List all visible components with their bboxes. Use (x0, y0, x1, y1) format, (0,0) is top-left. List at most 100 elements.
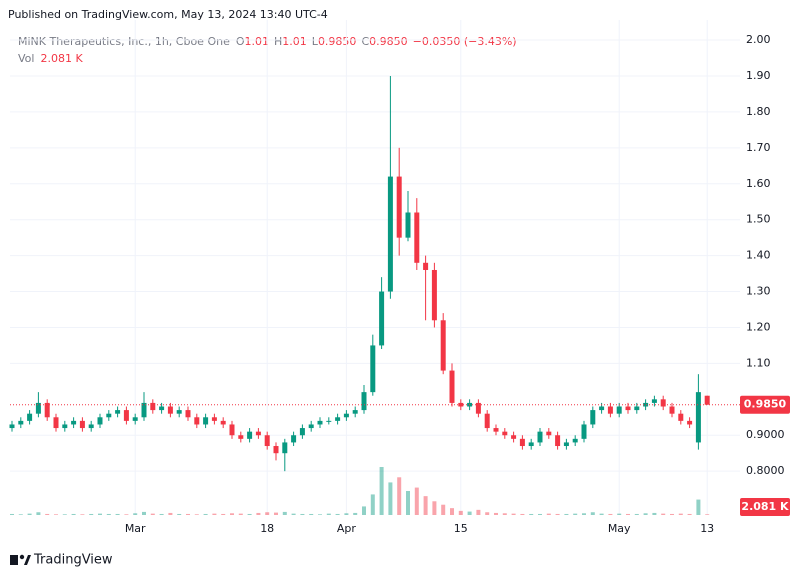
candle-body (299, 428, 305, 436)
candle-body (502, 431, 508, 436)
volume-bar (643, 513, 648, 515)
volume-bar (309, 513, 314, 515)
candle-body (264, 435, 270, 447)
volume-bar (71, 513, 76, 515)
candle-body (317, 420, 323, 425)
candle (185, 406, 191, 421)
candle-body (255, 431, 261, 436)
volume-bar (300, 513, 305, 515)
candle (106, 410, 112, 421)
volume-bar (555, 513, 560, 515)
candle-body (581, 424, 587, 439)
volume-bar (458, 510, 463, 515)
volume-bar (546, 513, 551, 515)
candle (519, 435, 525, 450)
candle (475, 399, 481, 418)
volume-bar (168, 512, 173, 515)
volume-bar (282, 511, 287, 515)
candle (273, 442, 279, 461)
volume-bar (133, 513, 138, 515)
volume-bar (529, 513, 534, 515)
volume-bar (423, 496, 428, 515)
candle-body (528, 442, 534, 447)
candle (493, 424, 499, 436)
logo-part (24, 555, 31, 565)
volume-bar (62, 514, 67, 515)
candle (264, 431, 270, 450)
candle-body (35, 402, 41, 414)
candle-body (572, 438, 578, 443)
volume-bar (450, 508, 454, 515)
volume-label: Vol (18, 52, 34, 65)
candle-body (678, 413, 684, 421)
y-tick-label: 1.40 (746, 249, 771, 262)
open-value: 1.01 (245, 35, 270, 48)
x-tick-label: 18 (260, 522, 274, 535)
x-tick-label: May (608, 522, 631, 535)
candle (405, 190, 411, 242)
candle (546, 428, 552, 439)
candle-body (106, 413, 112, 418)
candle-body (563, 442, 569, 447)
candle (484, 410, 490, 432)
candle-body (484, 413, 490, 429)
logo-part (19, 554, 25, 560)
y-tick-label: 1.90 (746, 69, 771, 82)
candle (71, 417, 77, 429)
candle-body (220, 420, 226, 425)
y-tick-label: 1.20 (746, 320, 771, 333)
candle (379, 277, 385, 350)
candle (44, 399, 50, 421)
candle-body (537, 431, 543, 443)
candle (308, 420, 314, 432)
volume-bar (115, 513, 120, 515)
candle-body (291, 435, 297, 443)
candle-body (335, 417, 341, 421)
low-value: 0.9850 (318, 35, 357, 48)
volume-bar (335, 513, 340, 515)
candle-body (27, 413, 33, 421)
candle (387, 75, 393, 299)
candle (220, 417, 226, 429)
volume-bar (362, 506, 366, 515)
candle-body (273, 446, 279, 454)
volume-bar (27, 513, 32, 515)
candle-body (53, 417, 59, 429)
candle (299, 424, 305, 439)
volume-bar (318, 514, 322, 515)
candle (572, 435, 578, 447)
y-tick-label: 0.8000 (746, 464, 785, 477)
candle-body (660, 399, 666, 407)
volume-bar (256, 512, 261, 515)
candle-body (44, 402, 50, 418)
volume-bar (573, 513, 578, 515)
y-tick-label: 1.60 (746, 177, 771, 190)
candle (203, 413, 209, 429)
brand-name: TradingView (33, 553, 113, 568)
volume-bar (80, 514, 85, 515)
candle (27, 410, 33, 425)
candle (695, 374, 701, 450)
change-value: −0.0350 (−3.43%) (413, 35, 517, 48)
volume-bar (230, 513, 234, 515)
candle-body (669, 406, 675, 414)
candle (537, 428, 543, 447)
candle (282, 438, 288, 472)
volume-bar (10, 513, 14, 515)
candle-body (651, 399, 657, 403)
low-label: L (312, 35, 319, 48)
candle-body (370, 345, 376, 393)
candle (141, 392, 147, 421)
x-tick-label: Mar (125, 522, 146, 535)
volume-bar (617, 513, 622, 515)
candle (211, 413, 217, 425)
candle-body (18, 420, 24, 425)
candle (590, 406, 596, 429)
y-tick-label: 1.10 (746, 356, 771, 369)
volume-bar (414, 487, 419, 515)
candle (361, 384, 367, 414)
volume-tag-label: 2.081 K (741, 500, 789, 513)
candle (35, 392, 41, 418)
candle-body (519, 438, 525, 447)
volume-legend: Vol 2.081 K (18, 52, 83, 65)
